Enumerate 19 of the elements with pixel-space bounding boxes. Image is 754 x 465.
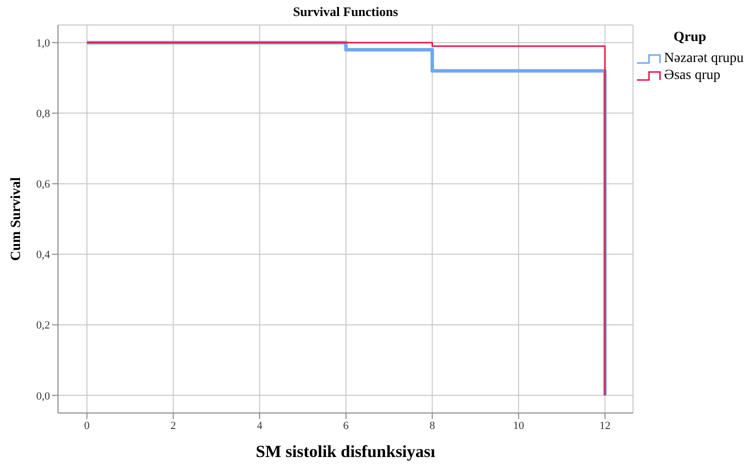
x-tick-label: 2: [170, 420, 176, 432]
y-axis-title: Cum Survival: [9, 177, 25, 261]
y-tick-label: 0,2: [36, 320, 50, 332]
legend-title: Qrup: [672, 30, 708, 46]
x-tick-label: 10: [513, 420, 525, 432]
legend-label: Əsas qrup: [664, 68, 720, 84]
x-tick-label: 0: [84, 420, 90, 432]
x-tick-label: 12: [599, 420, 610, 432]
x-tick-label: 8: [430, 420, 436, 432]
x-axis-title: SM sistolik disfunksiyası: [254, 442, 436, 462]
chart-title: Survival Functions: [292, 4, 400, 20]
y-tick-label: 1,0: [36, 38, 50, 50]
y-tick-label: 0,0: [36, 390, 50, 402]
x-tick-label: 6: [343, 420, 350, 432]
y-tick-label: 0,4: [36, 249, 50, 262]
y-tick-label: 0,8: [36, 108, 50, 120]
y-tick-label: 0,6: [36, 178, 50, 191]
x-tick-label: 4: [256, 420, 263, 432]
legend-label: Nəzarət qrupu: [664, 50, 744, 66]
